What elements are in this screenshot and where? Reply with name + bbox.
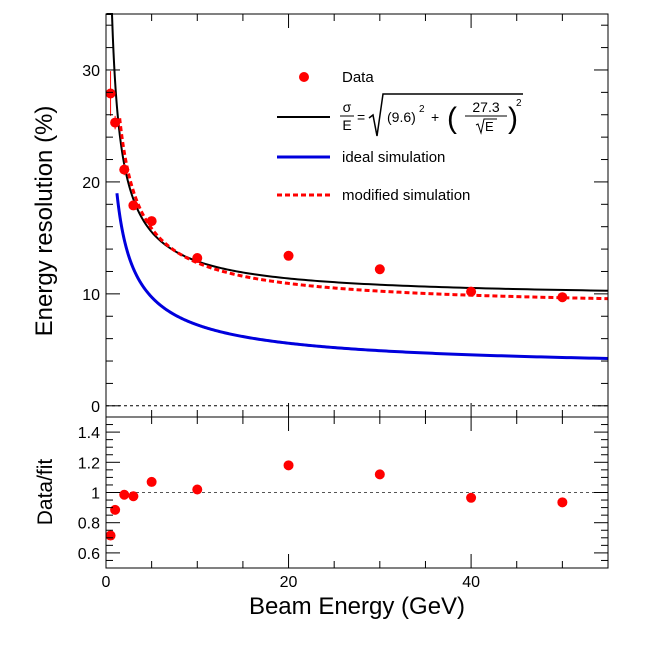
x-tick-label: 40 xyxy=(462,574,480,591)
formula-exponent-1: 2 xyxy=(419,104,425,115)
legend-ideal-label: ideal simulation xyxy=(342,149,445,166)
x-axis-title: Beam Energy (GeV) xyxy=(249,593,465,620)
formula-fraction-numerator: 27.3 xyxy=(472,99,499,115)
curve-modified-simulation xyxy=(118,118,609,301)
formula-right-paren: ) xyxy=(508,102,518,135)
resolution-panel: 0 10 20 30 xyxy=(82,13,609,418)
legend: Data σ E = (9.6) 2 + ( 27.3 E ) 2 ideal … xyxy=(277,69,523,204)
ratio-point xyxy=(374,469,385,480)
y-tick-label: 10 xyxy=(82,287,100,304)
ratio-point xyxy=(283,460,294,471)
data-point xyxy=(374,264,385,275)
ratio-point xyxy=(128,491,139,502)
ratio-point xyxy=(146,476,157,487)
curve-ideal-simulation xyxy=(115,193,609,360)
formula-equals: = xyxy=(357,109,365,125)
data-point xyxy=(146,216,157,227)
ratio-y-axis-title: Data/fit xyxy=(34,459,57,526)
formula-constant-term: (9.6) xyxy=(387,109,416,125)
legend-modified-label: modified simulation xyxy=(342,187,470,204)
formula-exponent-2: 2 xyxy=(516,98,522,109)
x-tick-label: 0 xyxy=(102,574,111,591)
ratio-point xyxy=(557,497,568,508)
data-point xyxy=(283,250,294,261)
ratio-y-tick-label: 0.8 xyxy=(78,516,100,533)
ratio-point xyxy=(110,504,121,515)
ratio-point xyxy=(119,489,130,500)
legend-fit-formula: σ E = (9.6) 2 + ( 27.3 E ) 2 xyxy=(340,93,523,137)
legend-data-marker xyxy=(299,72,309,82)
y-tick-label: 20 xyxy=(82,175,100,192)
formula-sqrt-sign xyxy=(368,93,523,137)
data-point xyxy=(105,88,116,99)
y-tick-label: 0 xyxy=(91,399,100,416)
y-tick-label: 30 xyxy=(82,63,100,80)
formula-plus: + xyxy=(431,109,439,125)
data-point xyxy=(557,292,568,303)
ratio-point xyxy=(466,492,477,503)
ratio-y-tick-label: 1.2 xyxy=(78,455,100,472)
ratio-point xyxy=(192,484,203,495)
data-point xyxy=(119,164,130,175)
ratio-y-tick-label: 0.6 xyxy=(78,546,100,563)
ratio-point xyxy=(105,530,116,541)
data-point xyxy=(128,200,139,211)
data-point xyxy=(466,286,477,297)
legend-data-label: Data xyxy=(342,69,374,86)
formula-e: E xyxy=(342,117,351,133)
data-point xyxy=(110,117,121,128)
formula-inner-sqrt-sign xyxy=(475,118,497,135)
formula-fraction-denominator: E xyxy=(485,119,494,134)
x-tick-label: 20 xyxy=(280,574,298,591)
formula-sigma: σ xyxy=(343,99,352,115)
ratio-panel: 0.6 0.8 1 1.2 1.4 0 20 40 xyxy=(78,416,609,591)
ratio-y-tick-label: 1.4 xyxy=(78,425,100,442)
data-point xyxy=(192,253,203,264)
formula-left-paren: ( xyxy=(447,102,457,135)
ratio-y-tick-label: 1 xyxy=(91,486,100,503)
resolution-y-axis-title: Energy resolution (%) xyxy=(31,106,58,337)
